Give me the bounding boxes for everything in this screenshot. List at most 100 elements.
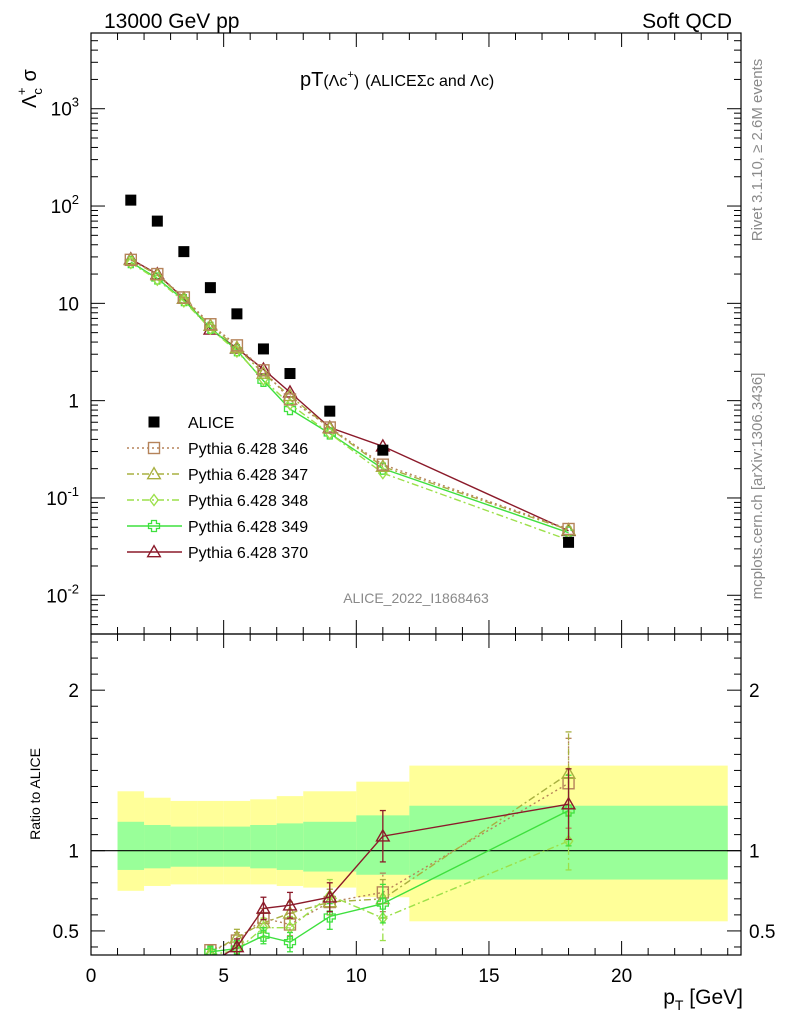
- header-energy: 13000 GeV pp: [104, 10, 239, 33]
- ratio-point: [257, 929, 270, 942]
- legend-marker: [146, 544, 162, 558]
- y-tick-exp: -1: [67, 484, 79, 499]
- main-panel-frame: [90, 32, 742, 635]
- y-tick-label: 10-2: [46, 581, 79, 607]
- x-tick-label: 15: [478, 966, 499, 987]
- data-point: [204, 282, 216, 294]
- y-tick-label: 103: [51, 95, 79, 121]
- uncertainty-band-inner: [144, 824, 171, 869]
- legend-label: Pythia 6.428 347: [188, 467, 308, 484]
- main-ylabel-sub: c: [30, 88, 45, 95]
- y-tick-label: 102: [51, 192, 79, 218]
- data-point: [257, 343, 269, 355]
- y-tick-exp: 3: [72, 95, 79, 110]
- uncertainty-band-inner: [170, 826, 198, 867]
- data-point: [229, 339, 245, 354]
- data-point: [178, 246, 190, 258]
- legend-marker: [147, 519, 161, 533]
- legend-label: ALICE: [188, 415, 234, 432]
- legend-entry-2: Pythia 6.428 347: [127, 466, 308, 484]
- ratio-y-tick-label-right: 0.5: [749, 922, 775, 943]
- ratio-point: [377, 911, 388, 925]
- ratio-panel-frame: [90, 633, 742, 956]
- ratio-point: [255, 900, 271, 914]
- data-point: [377, 444, 389, 456]
- data-point: [151, 215, 163, 227]
- side-text-mcplots: mcplots.cern.ch [arXiv:1306.3436]: [749, 373, 766, 600]
- uncertainty-band-inner: [117, 821, 145, 870]
- main-ylabel: Λc+ σ: [14, 69, 45, 108]
- legend-label: Pythia 6.428 348: [188, 493, 308, 510]
- ratio-series-clipped: [204, 731, 577, 955]
- data-point: [282, 384, 298, 398]
- ratio-series: [204, 731, 577, 955]
- ratio-y-tick-label: 1: [68, 842, 79, 863]
- data-point: [178, 294, 189, 308]
- main-title: pT(Λc+) (ALICEΣc and Λc): [300, 69, 494, 91]
- data-point: [376, 458, 390, 471]
- legend-marker: [148, 416, 160, 428]
- x-tick-label: 10: [346, 966, 367, 987]
- data-point: [284, 397, 295, 411]
- y-tick-base: 10: [51, 100, 72, 121]
- ratio-point: [323, 910, 336, 923]
- uncertainty-band-inner: [197, 826, 224, 867]
- ratio-panel-axes: 0 5 10 15 20 0.5 0.5 1 1 2 2: [53, 634, 775, 987]
- main-ylabel-sigma: σ: [19, 69, 41, 82]
- data-point: [204, 318, 217, 331]
- main-series-1: [124, 253, 575, 536]
- ratio-point: [322, 889, 338, 903]
- data-point: [375, 458, 391, 472]
- ratio-y-tick-label-right: 1: [749, 842, 760, 863]
- y-tick-exp: 2: [72, 192, 79, 207]
- data-point: [283, 393, 297, 406]
- x-axis-label-sub: T: [675, 997, 684, 1013]
- data-point: [151, 267, 164, 281]
- ratio-point: [282, 897, 298, 911]
- data-point: [177, 291, 191, 304]
- data-point: [230, 339, 244, 352]
- ratio-y-tick-label: 0.5: [53, 922, 79, 943]
- ratio-point: [283, 936, 297, 949]
- series-line: [130, 259, 569, 531]
- data-point: [255, 365, 271, 379]
- data-point: [324, 426, 335, 441]
- series-line: [130, 258, 569, 532]
- uncertainty-band-inner: [303, 821, 357, 872]
- uncertainty-band-inner: [276, 823, 304, 870]
- ratio-point: [229, 939, 245, 953]
- main-ylabel-sup: +: [14, 88, 29, 96]
- legend: ALICE Pythia 6.428 346 Pythia 6.428 347 Pyt…: [127, 415, 308, 562]
- x-axis-label-unit: [GeV]: [683, 986, 743, 1009]
- data-point: [282, 388, 298, 402]
- uncertainty-band-inner: [250, 824, 277, 869]
- main-series-0: [125, 194, 575, 548]
- legend-marker: [146, 466, 162, 480]
- y-tick-label: 1: [68, 392, 79, 413]
- main-title-sup: +: [347, 69, 353, 81]
- ratio-y-tick-label: 2: [68, 681, 79, 702]
- header-process: Soft QCD: [642, 10, 732, 33]
- ratio-series-4: [222, 768, 577, 955]
- x-tick-label: 5: [218, 966, 229, 987]
- ratio-bands: [91, 765, 741, 922]
- data-point: [562, 522, 575, 536]
- ratio-point: [375, 828, 391, 842]
- legend-label: Pythia 6.428 349: [188, 519, 308, 536]
- x-axis-label: pT [GeV]: [663, 986, 743, 1013]
- uncertainty-band-inner: [223, 826, 251, 867]
- legend-label: Pythia 6.428 346: [188, 441, 308, 458]
- data-point: [323, 421, 336, 434]
- data-point: [125, 194, 137, 206]
- data-point: [124, 253, 137, 267]
- y-tick-base: 10: [46, 586, 67, 607]
- x-tick-label: 20: [611, 966, 632, 987]
- series-line: [130, 262, 569, 541]
- legend-marker: [147, 441, 161, 455]
- ratio-y-tick-label-right: 2: [749, 681, 760, 702]
- legend-entry-0: ALICE: [148, 415, 234, 432]
- side-text-rivet: Rivet 3.1.10, ≥ 2.6M events: [749, 59, 766, 242]
- series-line: [130, 259, 569, 530]
